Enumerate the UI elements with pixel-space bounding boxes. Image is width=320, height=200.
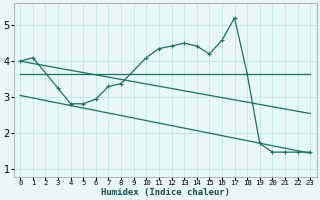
X-axis label: Humidex (Indice chaleur): Humidex (Indice chaleur) [101,188,230,197]
